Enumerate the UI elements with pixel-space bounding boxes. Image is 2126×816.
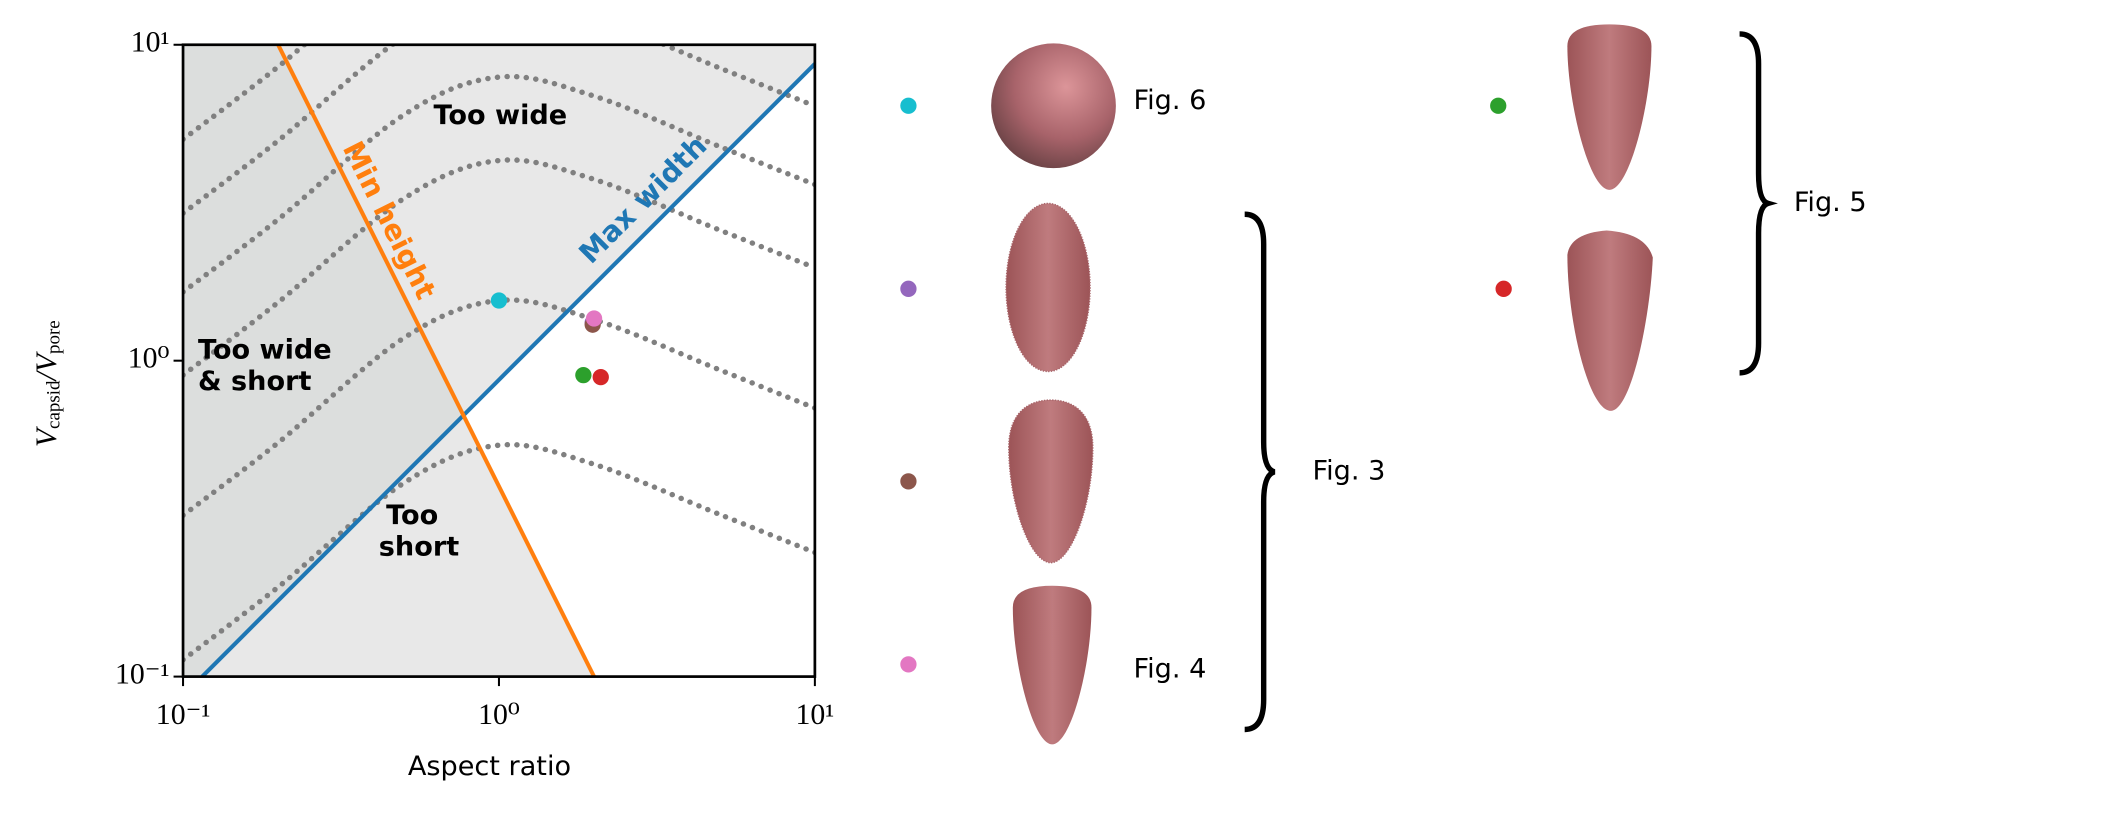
- figure-ref: Fig. 6: [1134, 85, 1207, 116]
- y-tick-label: 10⁰: [128, 342, 170, 375]
- data-point: [575, 367, 592, 384]
- contour-line: [183, 73, 815, 295]
- x-tick-label: 10⁻¹: [156, 698, 211, 731]
- key-dot: [1490, 97, 1507, 114]
- figure-ref: Fig. 3: [1312, 455, 1385, 486]
- data-point: [490, 292, 508, 309]
- region-label: Too wide: [198, 335, 332, 366]
- constraint-line: [276, 44, 596, 677]
- constraint-line: [200, 62, 815, 677]
- figure-ref: Fig. 4: [1134, 653, 1207, 684]
- shape-key: Fig. 6 Fig. 4 Fig. 3 Fig. 5: [900, 24, 1867, 745]
- figure-ref: Fig. 5: [1794, 187, 1867, 218]
- key-dot: [900, 97, 917, 114]
- cone-shape: [1567, 24, 1652, 190]
- y-label-part: V: [30, 425, 63, 447]
- y-label-part: capsid: [44, 380, 65, 429]
- brace: [1244, 211, 1276, 733]
- y-tick-label: 10⁻¹: [115, 657, 169, 690]
- region-label: Too wide: [433, 100, 567, 131]
- cone-shape: [1012, 585, 1092, 745]
- allowed-region: [463, 63, 815, 677]
- data-point: [585, 310, 603, 327]
- x-axis-label: Aspect ratio: [408, 751, 571, 782]
- regions: [183, 44, 815, 677]
- key-dot: [900, 656, 917, 673]
- key-dot: [900, 473, 917, 490]
- ellipsoid-shape: [1005, 202, 1091, 373]
- contour-line: [183, 441, 815, 663]
- data-point: [592, 368, 609, 386]
- cone-shape: [1567, 230, 1653, 411]
- brace: [1739, 31, 1778, 376]
- x-tick-label: 10¹: [795, 698, 834, 731]
- region-label: Too: [386, 500, 438, 531]
- region-label: & short: [198, 366, 312, 397]
- y-tick-label: 10¹: [131, 26, 170, 59]
- y-label-part: pore: [44, 320, 65, 354]
- constraint-lines: [200, 44, 815, 677]
- y-label-part: /V: [30, 350, 63, 382]
- contour-line: [183, 157, 815, 378]
- x-tick-label: 10⁰: [478, 698, 520, 731]
- sphere-shape: [991, 43, 1116, 169]
- key-dot: [900, 280, 917, 297]
- key-dot: [1495, 280, 1512, 297]
- region-label: short: [379, 531, 459, 562]
- egg-shape: [1008, 399, 1094, 564]
- doubly-excluded-region: [183, 44, 464, 677]
- y-axis-label: Vcapsid/Vpore: [30, 320, 65, 447]
